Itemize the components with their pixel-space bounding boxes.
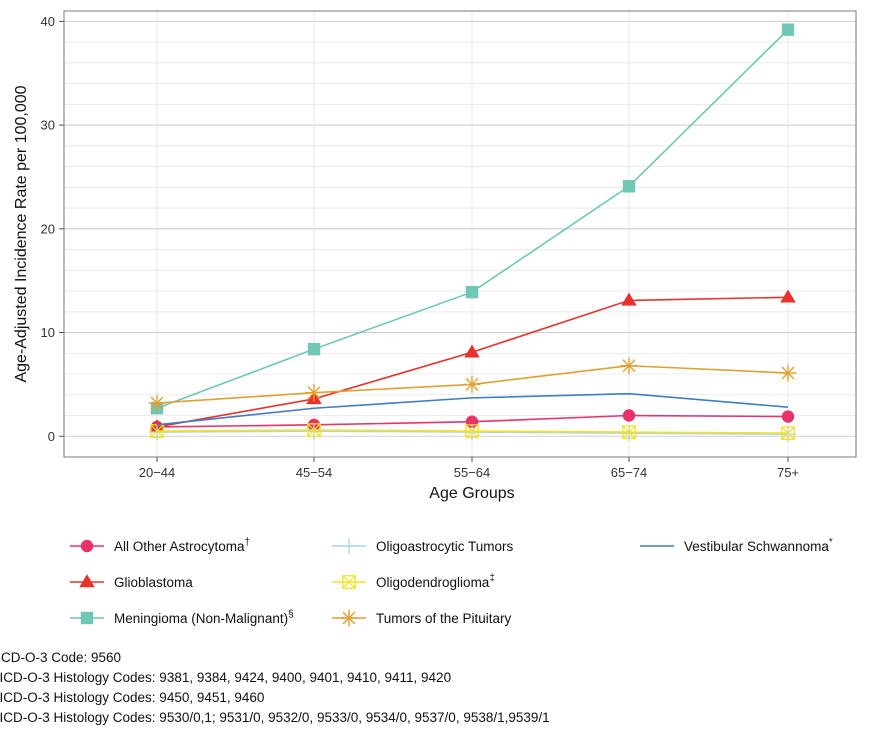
triangle-marker [780, 289, 796, 303]
circle-marker [80, 539, 94, 553]
series-line [156, 296, 789, 428]
legend-item: All Other Astrocytoma† [70, 537, 250, 554]
y-tick-label: 20 [41, 221, 55, 236]
series-lines [148, 23, 797, 443]
plot-panel-border [63, 10, 857, 458]
triangle-marker [79, 574, 95, 588]
asterisk-marker-spoke [150, 396, 164, 410]
boxcross-marker-box [150, 424, 164, 438]
boxcross-marker-box [781, 426, 795, 440]
legend-label: Vestibular Schwannoma* [684, 537, 833, 554]
square-marker [622, 180, 636, 193]
boxcross-marker-diag [342, 575, 356, 589]
triangle-marker [464, 344, 480, 358]
triangle-marker [621, 292, 637, 306]
boxcross-marker-diag [150, 424, 164, 438]
y-tick-label: 30 [41, 118, 55, 133]
legend-superscript: § [288, 609, 294, 620]
square-marker [80, 611, 94, 625]
legend-item: Vestibular Schwannoma* [640, 537, 833, 554]
asterisk-marker-spoke [465, 377, 479, 391]
series-meningioma-non-malignant [150, 23, 795, 415]
square-marker [465, 285, 479, 299]
x-tick-label: 75+ [777, 465, 799, 480]
x-tick-label: 55−64 [454, 465, 491, 480]
boxcross-marker-diag [781, 426, 795, 440]
asterisk-marker-spoke [307, 386, 321, 400]
boxcross-marker-box [622, 425, 636, 439]
footnote-line: *ICD-O-3 Code: 9560 [0, 650, 122, 665]
boxcross-marker-box [465, 424, 479, 438]
legend-label: All Other Astrocytoma† [114, 537, 250, 554]
series-glioblastoma [149, 289, 796, 433]
asterisk-marker-spoke [342, 611, 356, 625]
x-tick-label: 45−54 [296, 465, 333, 480]
boxcross-marker-box [307, 423, 321, 437]
y-tick-label: 0 [48, 429, 55, 444]
circle-marker [781, 410, 795, 423]
series-tumors-of-the-pituitary [148, 357, 797, 412]
series-line [156, 392, 789, 426]
incidence-line-chart: 0 10 20 30 40 20−44 45−54 55−64 65−74 75+ Age Gro… [13, 10, 857, 627]
legend-item: Tumors of the Pituitary [332, 609, 512, 627]
boxcross-marker-diag [307, 423, 321, 437]
series-oligodendroglioma [150, 423, 795, 440]
series-all-other-astrocytoma [150, 409, 795, 434]
legend-item: Oligodendroglioma‡ [332, 573, 495, 590]
x-tick-label: 20−44 [139, 465, 176, 480]
legend-superscript: ‡ [489, 573, 495, 584]
legend-label: Meningioma (Non-Malignant)§ [114, 609, 294, 626]
x-tick-label: 65−74 [611, 465, 648, 480]
boxcross-marker-diag [622, 425, 636, 439]
legend-superscript: * [829, 537, 833, 548]
footnote-line: §ICD-O-3 Histology Codes: 9530/0,1; 9531… [0, 710, 550, 725]
y-axis-title: Age-Adjusted Incidence Rate per 100,000 [13, 85, 30, 382]
y-tick-label: 10 [41, 325, 55, 340]
footnote-line: †ICD-O-3 Histology Codes: 9381, 9384, 94… [0, 670, 452, 685]
legend-superscript: † [245, 537, 251, 548]
legend-item: Oligoastrocytic Tumors [332, 538, 514, 554]
footnote-line: ‡ICD-O-3 Histology Codes: 9450, 9451, 94… [0, 690, 265, 705]
asterisk-marker-spoke [781, 366, 795, 380]
legend-label: Tumors of the Pituitary [376, 611, 512, 626]
series-vestibular-schwannoma [156, 392, 789, 426]
axes: 0 10 20 30 40 20−44 45−54 55−64 65−74 75+ [41, 14, 800, 480]
legend: All Other Astrocytoma† Glioblastoma Mening… [70, 537, 833, 627]
footnotes: *ICD-O-3 Code: 9560 †ICD-O-3 Histology C… [0, 648, 852, 728]
legend-item: Glioblastoma [70, 574, 193, 590]
legend-label: Oligodendroglioma‡ [376, 573, 495, 590]
square-marker [781, 23, 795, 36]
boxcross-marker-box [342, 575, 356, 589]
legend-label: Glioblastoma [114, 575, 193, 590]
grid-lines [64, 11, 856, 458]
boxcross-marker-diag [465, 424, 479, 438]
asterisk-marker-spoke [622, 359, 636, 373]
legend-item: Meningioma (Non-Malignant)§ [70, 609, 294, 626]
y-tick-label: 40 [41, 14, 55, 29]
legend-label: Oligoastrocytic Tumors [376, 539, 514, 554]
circle-marker [622, 409, 636, 422]
x-axis-title: Age Groups [429, 485, 514, 502]
square-marker [307, 342, 321, 356]
